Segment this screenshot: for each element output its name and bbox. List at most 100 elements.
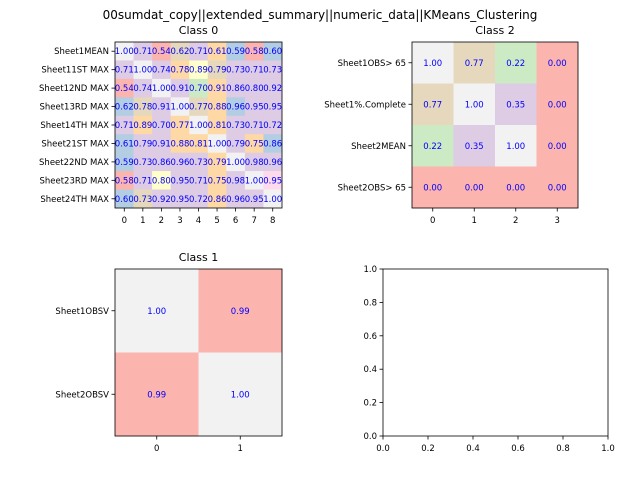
heatmap-value-label: 0.35 xyxy=(465,142,484,152)
heatmap-value-label: 1.00 xyxy=(423,59,442,69)
heatmap-value-label: 0.80 xyxy=(245,84,264,94)
heatmap-cell xyxy=(133,115,153,135)
x-tick-label: 7 xyxy=(251,216,256,226)
heatmap-cell xyxy=(133,152,153,172)
heatmap-cell xyxy=(170,152,190,172)
heatmap-value-label: 1.00 xyxy=(231,390,250,400)
heatmap-value-label: 1.00 xyxy=(245,176,264,186)
x-tick-label: 2 xyxy=(513,216,518,226)
heatmap-value-label: 0.74 xyxy=(152,66,171,76)
heatmap-value-label: 0.00 xyxy=(506,183,525,193)
x-tick-label: 0.6 xyxy=(511,444,525,454)
heatmap-value-label: 0.62 xyxy=(170,47,189,57)
subplot-title: Class 0 xyxy=(179,24,218,37)
x-tick-label: 5 xyxy=(214,216,219,226)
y-tick-label: 0.8 xyxy=(363,298,377,308)
heatmap-cell xyxy=(189,97,209,117)
heatmap-value-label: 1.00 xyxy=(115,47,134,57)
axes-frame xyxy=(382,268,609,437)
y-tick-label: Sheet21ST MAX xyxy=(41,139,109,149)
heatmap-value-label: 0.61 xyxy=(208,47,227,57)
heatmap-cell xyxy=(189,189,209,209)
heatmap-cell xyxy=(412,125,454,167)
heatmap-cell xyxy=(207,42,227,61)
heatmap-cell xyxy=(115,189,134,209)
heatmap-cell xyxy=(226,97,246,117)
heatmap-cell xyxy=(207,78,227,98)
heatmap-cell xyxy=(152,42,171,61)
heatmap-cell xyxy=(152,115,171,135)
heatmap-value-label: 0.91 xyxy=(152,139,171,149)
subplot-3: 0.0 0.2 0.4 0.6 0.8 1.0 0.0 0.2 0.4 0.6 0.8 1.0 xyxy=(363,265,614,454)
heatmap-cell xyxy=(495,166,537,209)
heatmap-value-label: 0.79 xyxy=(208,158,227,168)
x-tick-label: 1 xyxy=(140,216,145,226)
x-tick-label: 0 xyxy=(122,216,127,226)
heatmap-cell xyxy=(133,78,153,98)
heatmap-cell xyxy=(152,171,171,190)
heatmap-cell xyxy=(495,83,537,126)
heatmap-value-label: 0.75 xyxy=(245,139,264,149)
heatmap-cell xyxy=(207,60,227,80)
y-tick-label: 0.4 xyxy=(363,365,377,375)
heatmap-value-label: 0.96 xyxy=(226,103,245,113)
heatmap-cell xyxy=(263,171,283,190)
heatmap-value-label: 0.99 xyxy=(147,390,166,400)
heatmap-cell xyxy=(244,189,264,209)
heatmap-value-label: 0.00 xyxy=(548,142,567,152)
heatmap-cell xyxy=(263,115,283,135)
heatmap-value-label: 0.60 xyxy=(263,47,282,57)
heatmap-cell xyxy=(115,171,134,190)
heatmap-cell xyxy=(226,78,246,98)
x-tick-label: 0 xyxy=(154,444,159,454)
heatmap-value-label: 0.86 xyxy=(152,158,171,168)
heatmap-value-label: 0.70 xyxy=(189,84,208,94)
heatmap-cell xyxy=(207,134,227,153)
heatmap-value-label: 0.79 xyxy=(208,66,227,76)
heatmap-cell xyxy=(412,42,454,84)
heatmap-value-label: 0.22 xyxy=(423,142,442,152)
heatmap-cell xyxy=(133,189,153,209)
heatmap-cell xyxy=(115,269,199,353)
subplot-title: Class 1 xyxy=(179,251,218,264)
heatmap-cell xyxy=(263,42,283,61)
heatmap-value-label: 0.95 xyxy=(245,195,264,205)
axes-frame xyxy=(114,268,283,437)
heatmap-value-label: 0.71 xyxy=(189,47,208,57)
heatmap-value-label: 0.79 xyxy=(226,139,245,149)
heatmap-cell xyxy=(226,152,246,172)
x-tick-label: 4 xyxy=(196,216,201,226)
y-tick-label: 0.0 xyxy=(363,432,377,442)
heatmap-value-label: 0.58 xyxy=(115,176,134,186)
heatmap-value-label: 0.91 xyxy=(170,84,189,94)
heatmap-value-label: 0.98 xyxy=(226,176,245,186)
heatmap-cell xyxy=(412,166,454,209)
heatmap-value-label: 0.59 xyxy=(226,47,245,57)
heatmap-cell xyxy=(536,42,579,84)
heatmap-cell xyxy=(226,134,246,153)
heatmap-cell xyxy=(115,152,134,172)
heatmap-value-label: 0.78 xyxy=(133,103,152,113)
heatmap-value-label: 0.00 xyxy=(548,59,567,69)
heatmap-value-label: 0.88 xyxy=(208,103,227,113)
x-tick-label: 6 xyxy=(233,216,238,226)
heatmap-cell xyxy=(152,134,171,153)
heatmap-cell xyxy=(198,269,283,353)
heatmap-cell xyxy=(115,78,134,98)
heatmap-cell xyxy=(189,115,209,135)
heatmap-value-label: 0.92 xyxy=(152,195,171,205)
figure-suptitle: 00sumdat_copy||extended_summary||numeric… xyxy=(103,8,538,22)
subplot-title: Class 2 xyxy=(475,24,514,37)
y-tick-label: Sheet1OBSV xyxy=(55,307,109,317)
heatmap-cell xyxy=(133,134,153,153)
heatmap-value-label: 0.61 xyxy=(115,139,134,149)
heatmap-value-label: 0.86 xyxy=(263,139,282,149)
heatmap-value-label: 0.72 xyxy=(263,121,282,131)
heatmap-value-label: 0.79 xyxy=(133,139,152,149)
heatmap-value-label: 0.99 xyxy=(231,307,250,317)
heatmap-cell xyxy=(170,134,190,153)
subplot-1: 1.00 0.77 0.22 0.00 0.77 1.00 0.35 0.00 0.22 0.35… xyxy=(324,24,579,226)
heatmap-value-label: 0.95 xyxy=(170,176,189,186)
heatmap-value-label: 0.73 xyxy=(263,66,282,76)
heatmap-cell xyxy=(133,97,153,117)
